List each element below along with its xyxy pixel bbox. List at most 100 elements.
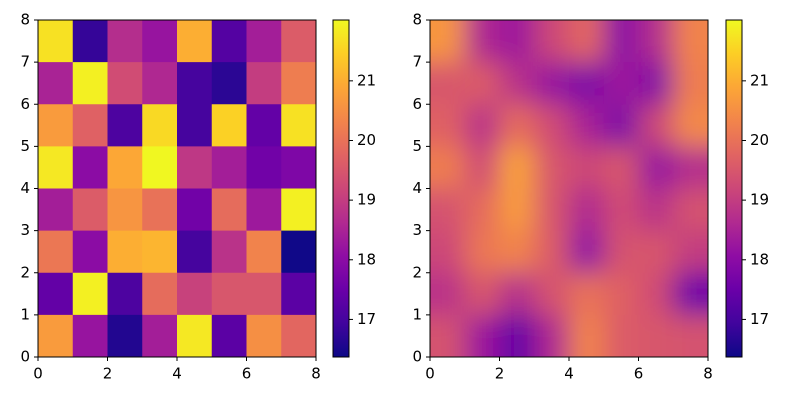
- heatmap-cell: [246, 272, 282, 316]
- heatmap-cell: [38, 62, 74, 105]
- heatmap-cell: [569, 314, 605, 357]
- heatmap-cell: [246, 230, 282, 274]
- x-tick-label: 4: [564, 365, 574, 383]
- heatmap-cell: [603, 272, 639, 316]
- heatmap-cell: [211, 188, 247, 232]
- colorbar-tick-label: 18: [750, 250, 769, 268]
- heatmap-panel: 0 2 4 6 8 0 1 2 3 4 5 6 7 8 17 18 19 20 21: [412, 11, 769, 383]
- heatmap-cell: [142, 230, 178, 274]
- heatmap-cell: [246, 104, 282, 147]
- heatmap-cell: [246, 188, 282, 232]
- colorbar-frame: [725, 19, 743, 358]
- colorbar-tick-label: 19: [357, 191, 376, 209]
- heatmap-cell: [569, 20, 605, 63]
- heatmap-cell: [107, 314, 143, 358]
- heatmap-cell: [177, 146, 213, 189]
- heatmap-cell: [569, 104, 605, 147]
- heatmap-cell: [638, 188, 674, 232]
- heatmap-cell: [72, 62, 108, 105]
- heatmap-cell: [72, 188, 108, 232]
- heatmap-cell: [430, 272, 466, 316]
- heatmap-cell: [603, 104, 639, 147]
- heatmap-cell: [142, 62, 178, 105]
- heatmap-cell: [72, 104, 108, 147]
- y-tick-label: 4: [20, 179, 30, 197]
- colorbar-tick-label: 17: [357, 310, 376, 328]
- heatmap-cell: [281, 188, 317, 232]
- heatmap-cell: [638, 104, 674, 147]
- heatmap-cell: [638, 272, 674, 316]
- colorbar: [333, 20, 349, 357]
- colorbar-tick-label: 20: [750, 131, 769, 149]
- heatmap-cell: [211, 230, 247, 274]
- heatmap-cell: [38, 146, 74, 189]
- heatmap-cell: [142, 104, 178, 147]
- heatmap-cell: [464, 62, 500, 105]
- heatmap-cell: [281, 104, 317, 147]
- heatmap-cell: [38, 314, 74, 358]
- y-tick-label: 2: [412, 263, 422, 281]
- x-tick-label: 6: [242, 365, 252, 383]
- heatmap-cell: [281, 314, 317, 358]
- heatmap-cell: [603, 20, 639, 63]
- heatmap-cell: [534, 62, 570, 105]
- colorbar-tick-label: 21: [750, 71, 769, 89]
- heatmap-cell: [177, 62, 213, 105]
- heatmap-cell: [638, 62, 674, 105]
- heatmap-cell: [499, 188, 535, 232]
- heatmap-cell: [281, 230, 317, 274]
- x-tick-label: 2: [495, 365, 505, 383]
- y-tick-label: 0: [20, 348, 30, 366]
- heatmap-cell: [534, 272, 570, 316]
- heatmap-cell: [177, 20, 213, 63]
- y-tick-label: 2: [20, 263, 30, 281]
- x-tick-label: 0: [33, 365, 43, 383]
- heatmap-cell: [534, 188, 570, 232]
- heatmap-cells: [430, 20, 708, 357]
- heatmap-cell: [211, 62, 247, 105]
- heatmap-cell: [72, 20, 108, 63]
- heatmap-cell: [107, 62, 143, 105]
- y-tick-label: 5: [412, 137, 422, 155]
- heatmap-cell: [638, 230, 674, 274]
- heatmap-cell: [638, 314, 674, 357]
- heatmap-cell: [569, 146, 605, 189]
- heatmap-cell: [569, 230, 605, 274]
- heatmap-cell: [72, 146, 108, 189]
- colorbar-tick-label: 18: [357, 250, 376, 268]
- y-tick-label: 4: [412, 179, 422, 197]
- heatmap-cell: [211, 272, 247, 316]
- heatmap-cell: [603, 62, 639, 105]
- heatmap-cell: [107, 230, 143, 274]
- heatmap-cell: [38, 272, 74, 316]
- heatmap-cell: [464, 188, 500, 232]
- heatmap-cell: [464, 104, 500, 147]
- heatmap-cell: [430, 104, 466, 147]
- heatmap-cell: [177, 314, 213, 358]
- heatmap-cell: [38, 230, 74, 274]
- x-tick-label: 6: [634, 365, 644, 383]
- heatmap-cell: [499, 314, 535, 357]
- heatmap-cell: [430, 188, 466, 232]
- heatmap-cell: [464, 20, 500, 63]
- y-tick-label: 7: [412, 53, 422, 71]
- y-tick-label: 5: [20, 137, 30, 155]
- heatmap-cell: [281, 62, 317, 105]
- heatmap-cell: [673, 230, 708, 274]
- heatmap-cell: [38, 104, 74, 147]
- heatmap-cell: [430, 20, 466, 63]
- heatmap-cell: [673, 314, 708, 357]
- heatmap-cell: [499, 272, 535, 316]
- heatmap-cell: [107, 188, 143, 232]
- heatmap-cell: [142, 272, 178, 316]
- heatmap-cell: [107, 20, 143, 63]
- heatmap-cell: [673, 272, 708, 316]
- heatmap-cell: [673, 104, 708, 147]
- y-tick-label: 6: [20, 95, 30, 113]
- heatmap-cell: [603, 314, 639, 357]
- y-tick-label: 1: [412, 305, 422, 323]
- heatmap-clip: [430, 20, 708, 357]
- x-tick-label: 2: [103, 365, 113, 383]
- colorbar-tick-label: 19: [750, 191, 769, 209]
- heatmap-cell: [603, 188, 639, 232]
